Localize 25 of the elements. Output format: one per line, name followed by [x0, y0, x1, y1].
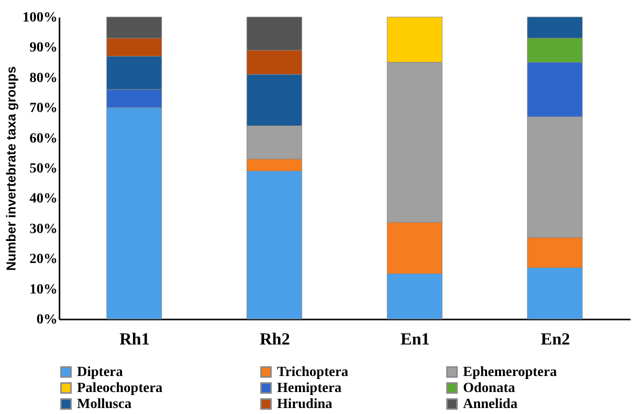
legend-label: Hirudina: [277, 397, 332, 412]
x-tick-label: Rh1: [120, 330, 150, 348]
y-axis-title: Number invertebrate taxa groups: [4, 66, 18, 271]
legend-label: Ephemeroptera: [463, 365, 557, 380]
y-tick-label: 60%: [30, 131, 58, 146]
y-tick-label: 50%: [30, 162, 58, 176]
legend-label: Annelida: [463, 397, 518, 412]
y-tick-label: 100%: [22, 10, 58, 26]
y-tick-label: 0%: [36, 312, 58, 328]
legend-label: Paleochoptera: [77, 381, 163, 396]
legend-label: Mollusca: [77, 397, 132, 412]
y-tick-label: 40%: [30, 192, 58, 207]
y-tick-label: 30%: [30, 222, 58, 237]
y-tick-label: 10%: [30, 282, 58, 298]
y-tick-label: 70%: [30, 101, 58, 116]
x-tick-label: Rh2: [260, 330, 290, 348]
y-tick-label: 20%: [30, 252, 58, 268]
legend-label: Odonata: [463, 381, 516, 396]
y-tick-label: 90%: [30, 40, 58, 56]
x-tick-label: En2: [540, 330, 570, 348]
y-tick-label: 80%: [30, 70, 58, 86]
x-tick-label: En1: [400, 330, 430, 348]
legend-label: Hemiptera: [277, 381, 342, 396]
legend-label: Diptera: [77, 365, 123, 380]
legend-label: Trichoptera: [277, 365, 348, 380]
